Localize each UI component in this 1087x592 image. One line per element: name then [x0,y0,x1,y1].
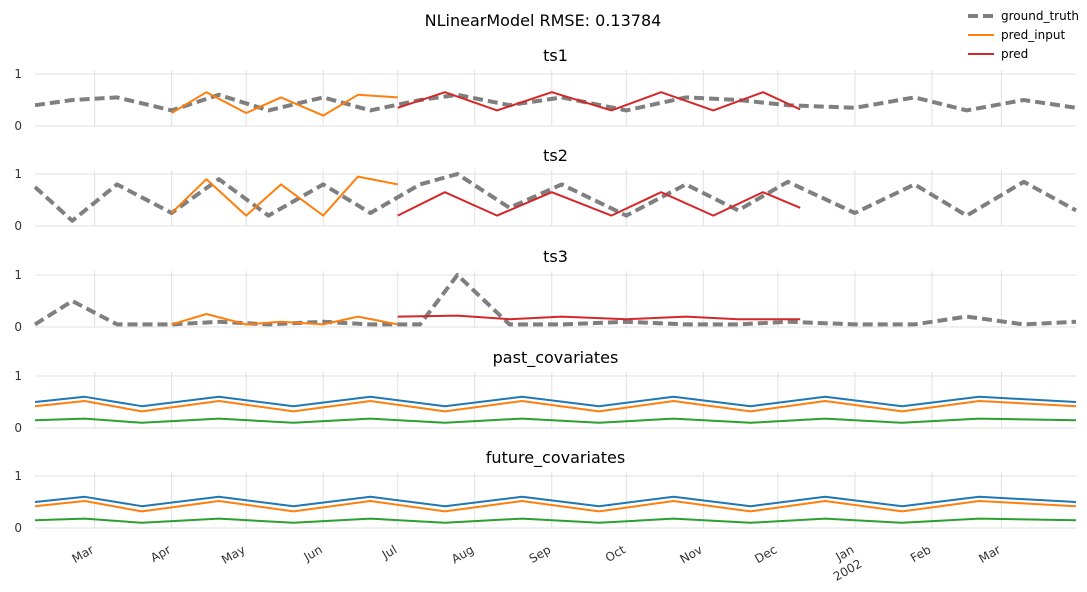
series-line-series-1f77b4 [34,495,1077,508]
x-tick-label: Dec [752,542,779,566]
series-line-pred-input [171,313,398,326]
x-tick-label: Feb [908,542,933,565]
series-line-pred-input [170,175,398,217]
x-tick-label: Aug [449,542,476,566]
panel-future-covariates: future_covariates 0 1 [14,448,1077,535]
series-line-series-ff7f0e [34,500,1077,513]
legend-label: pred [1001,47,1028,61]
x-tick-sublabel: 2002 [831,556,864,583]
panels: ts101ts201ts301past_covariates01future_c… [14,46,1077,535]
x-tick-label: Mar [70,542,97,565]
series-line-series-ff7f0e [34,400,1077,413]
y-tick-label: 1 [14,67,22,81]
panel-title: ts2 [543,146,568,165]
panel-ts2: ts2 0 1 [14,146,1077,233]
x-tick-label: Oct [603,542,628,565]
panel-past-covariates: past_covariates 0 1 [14,348,1077,435]
panel-title: ts3 [543,247,568,266]
series-line-pred-input [171,91,398,117]
series-line-pred [397,191,801,217]
series-line-ground-truth [33,273,1077,327]
panel-title: ts1 [543,46,568,65]
series-line-series-1f77b4 [34,395,1077,408]
panel-ts3: ts3 0 1 [14,247,1077,334]
x-tick-label: Jul [379,542,399,562]
legend-label: pred_input [1001,28,1065,42]
x-tick-label: Mar [976,542,1003,565]
y-tick-label: 1 [14,167,22,181]
y-tick-label: 0 [14,421,22,435]
series-line-ground-truth [33,172,1077,223]
y-tick-label: 1 [14,469,22,483]
series-line-pred [397,314,801,321]
y-tick-label: 0 [14,119,22,133]
series-line-series-2ca02c [34,417,1077,424]
panel-title: past_covariates [493,348,619,368]
legend-label: ground_truth [1001,9,1079,23]
y-tick-label: 0 [14,320,22,334]
y-tick-label: 0 [14,521,22,535]
panel-title: future_covariates [486,448,625,468]
x-tick-label: Sep [527,542,554,565]
x-axis: Mar Apr May Jun Jul Aug Sep Oct Nov Dec Jan2002Feb… [70,542,1004,584]
y-tick-label: 1 [14,268,22,282]
x-tick-label: Jun [301,542,325,564]
x-tick-label: Nov [678,542,705,566]
series-line-series-2ca02c [34,517,1077,524]
y-tick-label: 1 [14,369,22,383]
series-line-pred [397,91,801,112]
series-line-ground-truth [34,92,1077,113]
panel-ts1: ts1 0 1 [14,46,1077,133]
x-tick-label: Apr [148,542,173,565]
y-tick-label: 0 [14,219,22,233]
x-tick-label: May [219,542,247,567]
chart-title: NLinearModel RMSE: 0.13784 [425,11,662,30]
